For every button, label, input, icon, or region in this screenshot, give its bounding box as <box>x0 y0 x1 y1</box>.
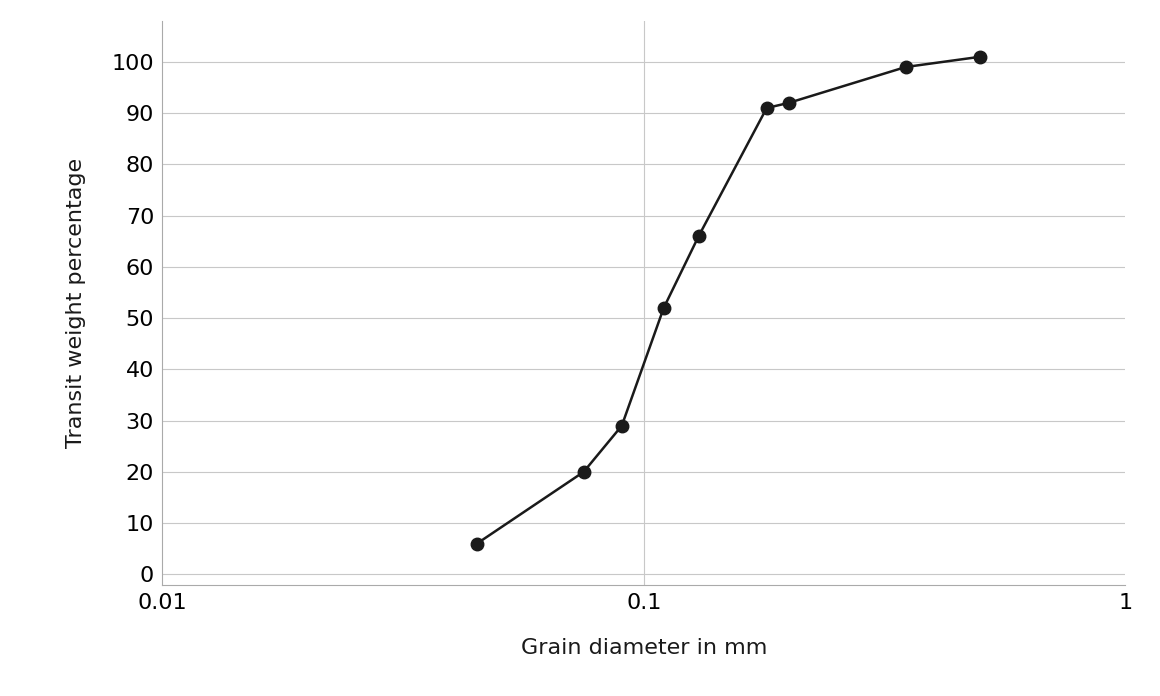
X-axis label: Grain diameter in mm: Grain diameter in mm <box>521 638 767 658</box>
Y-axis label: Transit weight percentage: Transit weight percentage <box>66 158 87 448</box>
